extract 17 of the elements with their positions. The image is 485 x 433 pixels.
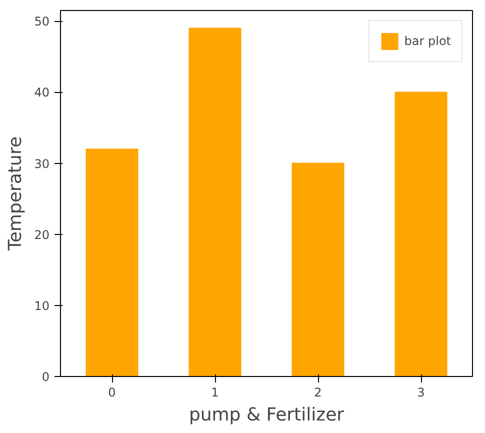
- x-tick-label: 2: [314, 386, 322, 400]
- x-axis-title: pump & Fertilizer: [188, 404, 345, 426]
- x-tick-label: 0: [108, 386, 116, 400]
- x-tick-label: 1: [211, 386, 219, 400]
- y-tick-label: 50: [34, 14, 50, 29]
- y-tick-label: 20: [34, 228, 50, 242]
- bar: [292, 162, 344, 376]
- x-tick-label: 3: [417, 386, 425, 400]
- y-tick-label: 30: [34, 156, 50, 171]
- y-tick-label: 0: [42, 370, 50, 384]
- bar: [394, 92, 448, 376]
- bar: [86, 148, 138, 376]
- legend-label: bar plot: [404, 34, 451, 48]
- y-tick-label: 40: [34, 86, 50, 100]
- y-axis-title: Temperature: [5, 136, 26, 252]
- bar: [188, 28, 242, 376]
- y-tick-label: 10: [34, 298, 50, 313]
